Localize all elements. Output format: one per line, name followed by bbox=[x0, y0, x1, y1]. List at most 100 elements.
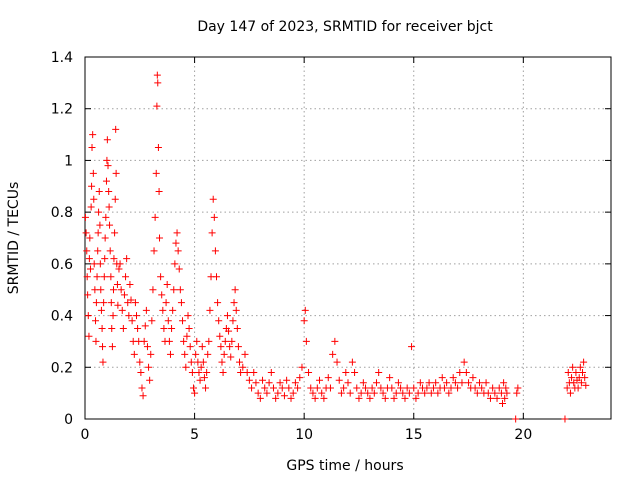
data-point bbox=[313, 384, 321, 392]
data-point bbox=[473, 389, 481, 397]
data-point bbox=[416, 379, 424, 387]
data-point bbox=[412, 394, 420, 402]
data-point bbox=[241, 350, 249, 358]
data-point bbox=[228, 337, 236, 345]
data-point bbox=[100, 299, 108, 307]
data-point bbox=[302, 337, 310, 345]
data-point bbox=[503, 389, 511, 397]
data-point bbox=[92, 317, 100, 325]
data-point bbox=[106, 247, 114, 255]
data-point bbox=[291, 379, 299, 387]
data-point bbox=[82, 229, 90, 237]
data-point bbox=[429, 384, 437, 392]
x-axis-label: GPS time / hours bbox=[286, 458, 403, 474]
data-point bbox=[158, 291, 166, 299]
data-point bbox=[195, 368, 203, 376]
data-point bbox=[237, 368, 245, 376]
data-point bbox=[93, 273, 101, 281]
y-axis-label: SRMTID / TECUs bbox=[6, 182, 22, 295]
data-point bbox=[170, 286, 178, 294]
data-point bbox=[254, 389, 262, 397]
data-points bbox=[81, 71, 590, 423]
data-point bbox=[138, 384, 146, 392]
data-point bbox=[206, 306, 214, 314]
data-point bbox=[148, 317, 156, 325]
data-point bbox=[83, 273, 91, 281]
data-point bbox=[97, 286, 105, 294]
data-point bbox=[283, 376, 291, 384]
data-point bbox=[443, 379, 451, 387]
data-point bbox=[300, 317, 308, 325]
data-point bbox=[414, 389, 422, 397]
data-point bbox=[210, 213, 218, 221]
data-point bbox=[333, 358, 341, 366]
data-point bbox=[267, 368, 275, 376]
axis-ticks: 0 5 10 15 20 0 0.2 0.4 0.6 0.8 1 1.2 1.4 bbox=[51, 50, 611, 443]
data-point bbox=[127, 296, 135, 304]
data-point bbox=[469, 374, 477, 382]
data-point bbox=[199, 358, 207, 366]
data-point bbox=[445, 389, 453, 397]
data-point bbox=[390, 394, 398, 402]
data-point bbox=[245, 376, 253, 384]
data-point bbox=[285, 384, 293, 392]
data-point bbox=[133, 312, 141, 320]
data-point bbox=[140, 337, 148, 345]
data-point bbox=[438, 374, 446, 382]
data-point bbox=[423, 384, 431, 392]
data-point bbox=[126, 281, 134, 289]
data-point bbox=[217, 343, 225, 351]
data-point bbox=[198, 343, 206, 351]
data-point bbox=[168, 325, 176, 332]
data-point bbox=[208, 229, 216, 237]
data-point bbox=[85, 332, 93, 340]
data-point bbox=[394, 379, 402, 387]
data-point bbox=[145, 363, 153, 371]
data-point bbox=[326, 384, 334, 392]
data-point bbox=[86, 265, 94, 273]
data-point bbox=[405, 389, 413, 397]
y-tick-label: 0.2 bbox=[51, 360, 73, 376]
data-point bbox=[172, 239, 180, 247]
data-point bbox=[513, 389, 521, 397]
data-point bbox=[105, 187, 113, 195]
data-point bbox=[153, 71, 161, 79]
data-point bbox=[104, 162, 112, 170]
data-point bbox=[142, 306, 150, 314]
data-point bbox=[85, 255, 93, 263]
data-point bbox=[252, 379, 260, 387]
data-point bbox=[296, 374, 304, 382]
data-point bbox=[147, 350, 155, 358]
data-point bbox=[202, 384, 210, 392]
data-point bbox=[160, 325, 168, 332]
data-point bbox=[106, 221, 114, 229]
y-tick-label: 1.4 bbox=[51, 50, 73, 66]
data-point bbox=[569, 363, 577, 371]
grid bbox=[85, 57, 611, 419]
data-point bbox=[134, 325, 142, 332]
data-point bbox=[102, 177, 110, 185]
data-point bbox=[261, 384, 269, 392]
data-point bbox=[186, 343, 194, 351]
data-point bbox=[101, 255, 109, 263]
data-point bbox=[86, 234, 94, 242]
data-point bbox=[154, 144, 162, 151]
data-point bbox=[153, 102, 161, 110]
data-point bbox=[484, 389, 492, 397]
data-point bbox=[561, 415, 569, 423]
data-point bbox=[465, 379, 473, 387]
data-point bbox=[280, 392, 288, 400]
data-point bbox=[174, 247, 182, 255]
data-point bbox=[164, 317, 172, 325]
data-point bbox=[579, 368, 587, 376]
data-point bbox=[92, 337, 100, 345]
data-point bbox=[95, 187, 103, 195]
data-point bbox=[234, 343, 242, 351]
data-point bbox=[449, 374, 457, 382]
data-point bbox=[311, 394, 319, 402]
data-point bbox=[149, 286, 157, 294]
data-point bbox=[181, 350, 189, 358]
data-point bbox=[364, 389, 372, 397]
data-point bbox=[90, 195, 98, 203]
data-point bbox=[155, 187, 163, 195]
